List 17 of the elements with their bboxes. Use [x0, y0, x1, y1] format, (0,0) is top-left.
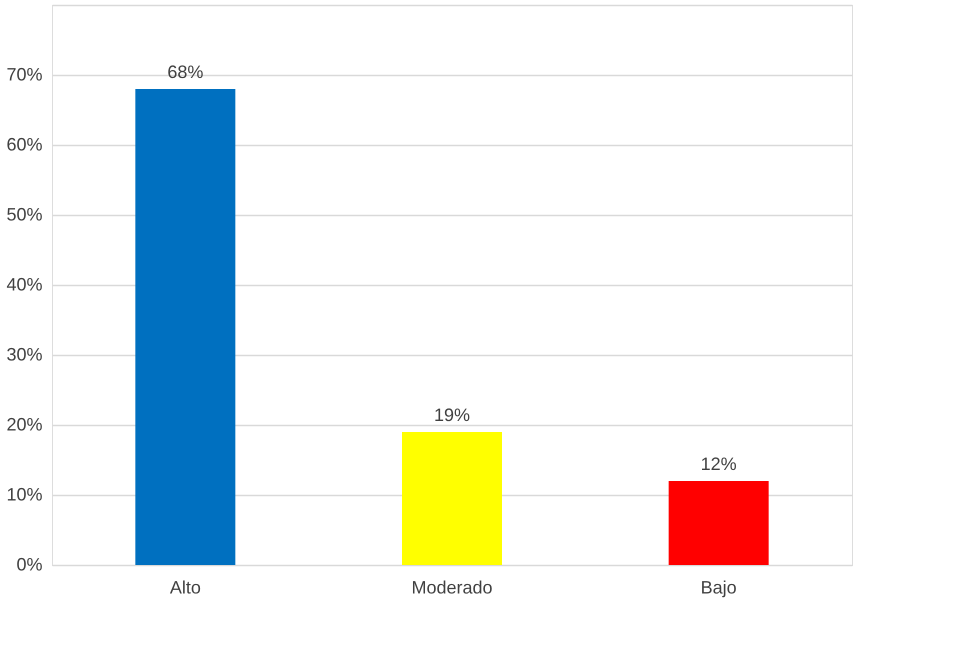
x-tick-label: Alto: [170, 578, 201, 598]
bar: [402, 432, 502, 565]
y-tick-label: 60%: [6, 134, 42, 154]
data-label: 12%: [700, 454, 737, 474]
y-tick-label: 70%: [6, 64, 42, 84]
y-tick-label: 40%: [6, 274, 42, 294]
y-tick-label: 30%: [6, 344, 42, 364]
y-tick-label: 10%: [6, 484, 42, 504]
x-tick-label: Bajo: [700, 578, 737, 598]
y-tick-label: 0%: [16, 554, 42, 574]
x-tick-label: Moderado: [411, 578, 493, 598]
y-tick-label: 50%: [6, 204, 42, 224]
data-label: 68%: [167, 62, 204, 82]
bar: [668, 481, 769, 565]
data-label: 19%: [434, 405, 470, 425]
bar: [135, 89, 236, 565]
y-tick-label: 20%: [6, 414, 42, 434]
